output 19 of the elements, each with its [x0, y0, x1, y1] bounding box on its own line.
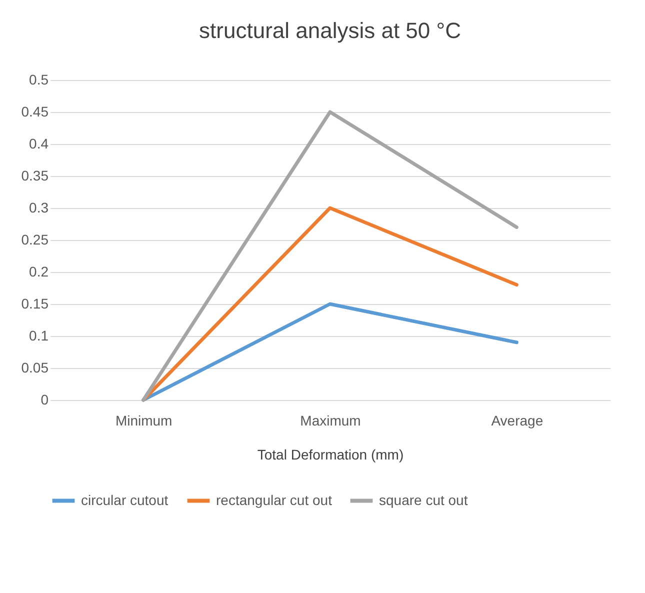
x-tick-label: Minimum [115, 412, 172, 428]
chart-title: structural analysis at 50 °C [199, 18, 462, 43]
y-tick-label: 0.3 [29, 200, 49, 216]
y-tick-label: 0.1 [29, 328, 49, 344]
y-tick-label: 0.5 [29, 72, 49, 88]
y-tick-label: 0.2 [29, 264, 49, 280]
y-tick-label: 0.15 [21, 296, 49, 312]
y-tick-label: 0.35 [21, 168, 49, 184]
y-tick-label: 0.45 [21, 104, 49, 120]
legend-label: rectangular cut out [216, 492, 332, 508]
y-tick-label: 0.25 [21, 232, 49, 248]
x-axis-title: Total Deformation (mm) [257, 446, 404, 462]
y-tick-label: 0.4 [29, 136, 49, 152]
x-tick-label: Average [491, 412, 544, 428]
legend-label: square cut out [379, 492, 468, 508]
x-tick-label: Maximum [300, 412, 361, 428]
legend-label: circular cutout [81, 492, 168, 508]
y-tick-label: 0 [40, 392, 49, 408]
y-tick-label: 0.05 [21, 360, 49, 376]
